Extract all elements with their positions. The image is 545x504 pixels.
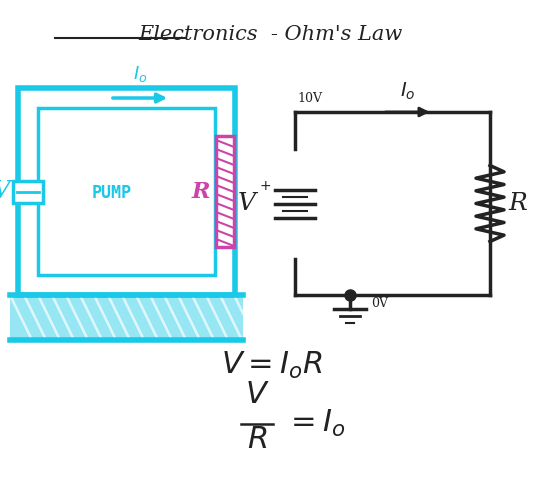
Text: 0V: 0V — [372, 297, 389, 310]
Text: $I_o$: $I_o$ — [133, 64, 147, 84]
Text: $R$: $R$ — [247, 424, 267, 455]
Text: 10V: 10V — [297, 92, 322, 105]
Text: V: V — [238, 192, 256, 215]
Bar — [38, 108, 215, 275]
Text: R: R — [192, 180, 210, 203]
Text: $I_o$: $I_o$ — [400, 81, 415, 102]
Bar — [216, 136, 234, 247]
Bar — [18, 88, 235, 295]
Text: $V$: $V$ — [245, 379, 269, 410]
Bar — [13, 180, 43, 203]
Text: Electronics  - Ohm's Law: Electronics - Ohm's Law — [138, 25, 402, 44]
Text: $= I_o$: $= I_o$ — [285, 407, 346, 438]
Text: PUMP: PUMP — [92, 184, 131, 203]
Text: +: + — [259, 179, 271, 193]
Text: V: V — [0, 179, 10, 204]
Text: R: R — [508, 192, 527, 215]
Text: $V = I_o R$: $V = I_o R$ — [221, 349, 323, 381]
Bar — [10, 295, 243, 340]
